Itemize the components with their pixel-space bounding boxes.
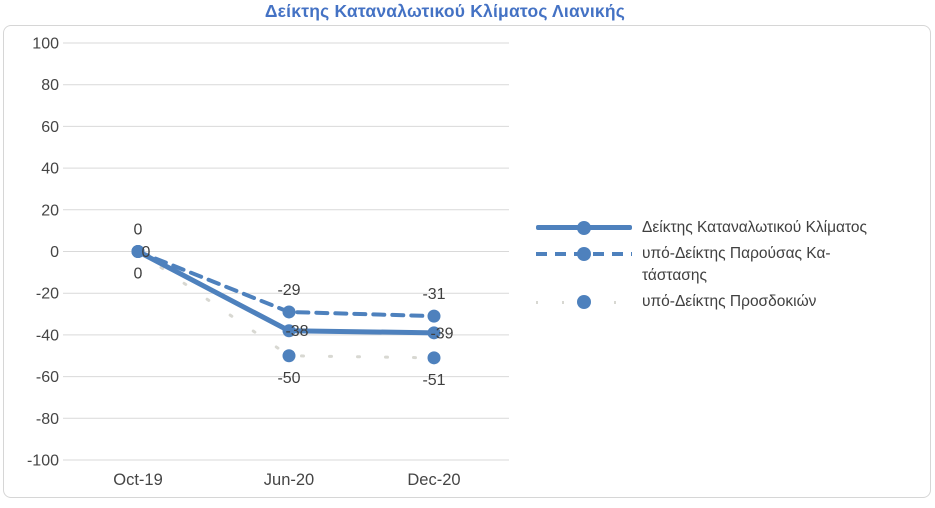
y-axis-tick-label: -60 [36, 369, 59, 386]
data-label: 0 [134, 266, 143, 283]
legend-marker-icon [577, 221, 591, 235]
data-label: -38 [285, 323, 308, 340]
y-axis-tick-label: 20 [41, 202, 59, 219]
data-point-marker [427, 309, 441, 323]
data-point-marker [427, 326, 441, 340]
series-line-dotted-faint [136, 250, 436, 360]
y-axis-tick-label: 100 [32, 36, 59, 53]
legend-item-2: υπό-Δείκτης Προσδοκιών [536, 291, 867, 313]
data-label: -51 [422, 372, 445, 389]
legend-item-1: υπό-Δείκτης Παρούσας Κα- τάστασης [536, 243, 867, 287]
plot-area: 100 80 60 40 20 0 -20 -40 -60 -80 -100 Oct-19 Jun-20… [27, 36, 509, 489]
data-label: 0 [134, 222, 143, 239]
y-axis-tick-label: 40 [41, 161, 59, 178]
chart-title: Δείκτης Καταναλωτικού Κλίματος Λιανικής [264, 1, 626, 21]
legend-label: υπό-Δείκτης Προσδοκιών [642, 293, 817, 310]
legend: Δείκτης Καταναλωτικού Κλίματος υπό-Δείκτη… [536, 217, 867, 313]
legend-label: υπό-Δείκτης Παρούσας Κα- τάστασης [642, 245, 831, 284]
data-point-marker [282, 349, 296, 363]
legend-label: Δείκτης Καταναλωτικού Κλίματος [642, 219, 868, 236]
x-axis-tick-label: Dec-20 [407, 471, 460, 489]
data-label: 0 [142, 244, 151, 261]
legend-marker-icon [577, 295, 591, 309]
data-label: -39 [430, 325, 453, 342]
y-axis-tick-label: -80 [36, 411, 59, 428]
legend-swatch-dotted-faint [536, 291, 632, 313]
legend-swatch-solid [536, 217, 632, 239]
data-point-marker [427, 351, 441, 365]
data-label: -31 [422, 286, 445, 303]
data-label: -29 [277, 282, 300, 299]
chart-area: 100 80 60 40 20 0 -20 -40 -60 -80 -100 Oct-19 Jun-20… [3, 25, 931, 498]
legend-swatch-dashed [536, 243, 632, 265]
data-point-marker [282, 305, 296, 319]
y-axis-tick-label: -20 [36, 286, 59, 303]
legend-marker-icon [577, 247, 591, 261]
y-axis-tick-label: 0 [50, 244, 59, 261]
y-axis-tick-label: -100 [27, 453, 59, 470]
data-label: -50 [277, 370, 300, 387]
y-axis-tick-label: 60 [41, 119, 59, 136]
x-axis-tick-label: Oct-19 [113, 471, 163, 489]
y-axis-tick-label: 80 [41, 77, 59, 94]
data-point-marker [282, 324, 296, 338]
x-axis-tick-label: Jun-20 [264, 471, 314, 489]
legend-item-0: Δείκτης Καταναλωτικού Κλίματος [536, 217, 867, 239]
y-axis-tick-label: -40 [36, 327, 59, 344]
data-point-marker [131, 245, 145, 258]
